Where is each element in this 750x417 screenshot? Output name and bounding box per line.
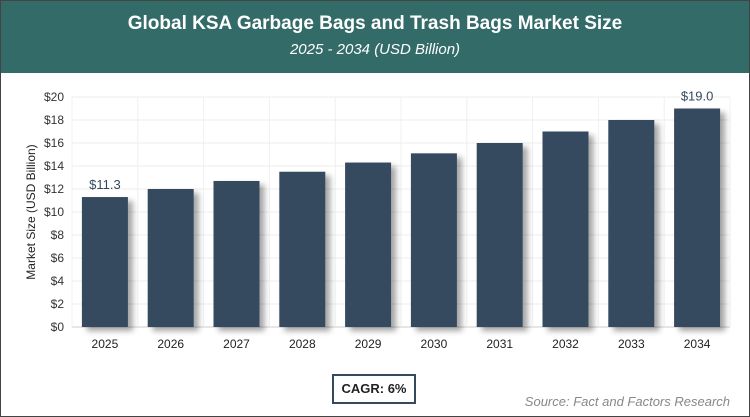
x-tick-label: 2027 bbox=[223, 337, 250, 351]
bar bbox=[476, 143, 523, 327]
y-tick-label: $18 bbox=[44, 113, 64, 127]
chart-header: Global KSA Garbage Bags and Trash Bags M… bbox=[1, 1, 749, 73]
x-tick-label: 2029 bbox=[355, 337, 382, 351]
y-tick-label: $8 bbox=[51, 228, 65, 242]
x-tick-label: 2028 bbox=[289, 337, 316, 351]
x-tick-label: 2030 bbox=[421, 337, 448, 351]
chart-title: Global KSA Garbage Bags and Trash Bags M… bbox=[127, 13, 623, 34]
y-tick-label: $2 bbox=[51, 297, 65, 311]
x-tick-label: 2025 bbox=[92, 337, 119, 351]
bar bbox=[542, 131, 589, 327]
bar bbox=[410, 153, 457, 327]
bar bbox=[345, 162, 392, 327]
bar bbox=[213, 180, 260, 327]
y-tick-label: $16 bbox=[44, 136, 64, 150]
cagr-badge: CAGR: 6% bbox=[332, 374, 416, 404]
data-label: $19.0 bbox=[681, 89, 714, 104]
source-note: Source: Fact and Factors Research bbox=[524, 394, 730, 409]
data-label: $11.3 bbox=[89, 177, 121, 192]
bar bbox=[279, 171, 326, 327]
x-tick-label: 2031 bbox=[486, 337, 513, 351]
bar bbox=[147, 189, 194, 327]
chart-subtitle: 2025 - 2034 (USD Billion) bbox=[289, 41, 461, 58]
y-tick-label: $0 bbox=[51, 320, 65, 334]
y-tick-label: $14 bbox=[44, 159, 64, 173]
y-tick-label: $12 bbox=[44, 182, 64, 196]
bar bbox=[608, 120, 655, 327]
y-tick-label: $20 bbox=[44, 90, 64, 104]
bar bbox=[81, 197, 128, 327]
y-axis-label: Market Size (USD Billion) bbox=[24, 144, 38, 279]
x-tick-label: 2032 bbox=[552, 337, 579, 351]
y-tick-label: $10 bbox=[44, 205, 64, 219]
x-tick-label: 2034 bbox=[684, 337, 711, 351]
y-tick-label: $4 bbox=[51, 274, 65, 288]
bar bbox=[674, 108, 721, 327]
x-tick-label: 2026 bbox=[157, 337, 184, 351]
y-tick-label: $6 bbox=[51, 251, 65, 265]
x-tick-label: 2033 bbox=[618, 337, 645, 351]
